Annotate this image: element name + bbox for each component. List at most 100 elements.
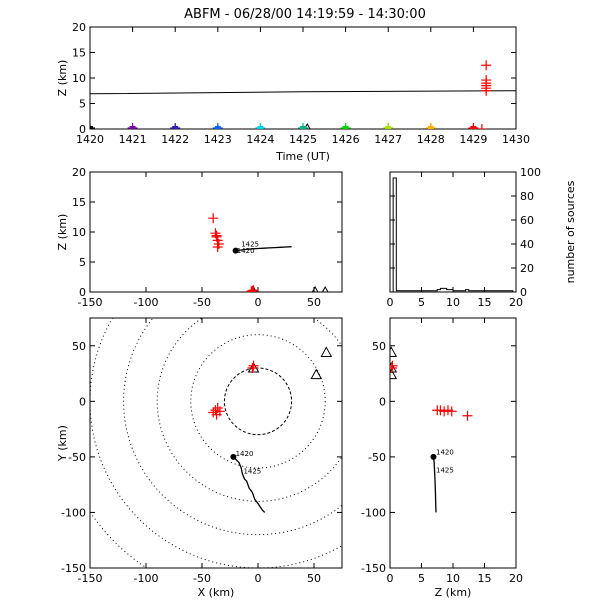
plan_view-panel: -150 -100 -50 0 50 -150 -100 -50 0 50 X (km) Y (km)…: [56, 317, 343, 599]
zy_view-xtick-label: 20: [509, 572, 523, 585]
time_height-ytick-label: 20: [72, 21, 86, 34]
time_height-xtick-label: 1424: [246, 133, 274, 146]
time_height-frame: [89, 26, 517, 130]
time_height-xtick-label: 1429: [459, 133, 487, 146]
altitude_histogram-xtick-label: 20: [509, 296, 523, 309]
time_height-xtick-label: 1430: [502, 133, 530, 146]
plan_view-ytick-label: 0: [79, 395, 86, 408]
zy_view-panel: 0 5 10 15 20 -150 -100 -50 0 50 Z (km) 1420 1425: [361, 317, 523, 599]
xz_view-ylabel: Z (km): [56, 214, 69, 251]
xz_view-xtick-label: 0: [255, 296, 262, 309]
plan_view-station-marker: [310, 368, 323, 380]
xz_view-source-marker: [211, 230, 222, 241]
altitude_histogram-xtick-label: 0: [387, 296, 394, 309]
xz_view-ytick-label: 10: [72, 226, 86, 239]
altitude_histogram-ytick-label: 0: [520, 286, 527, 299]
zy_view-annotation: 1420: [436, 449, 454, 457]
xz_view-source-marker: [248, 285, 259, 292]
xz_view-track-point: [232, 247, 239, 254]
time_height-xtick-label: 1428: [417, 133, 445, 146]
time_height-ytick-label: 0: [79, 123, 86, 136]
plan_view-ytick-label: -150: [61, 562, 86, 575]
time_height-plot-area: [90, 60, 516, 129]
time_height-ytick-label: 15: [72, 47, 86, 60]
time_height-xtick-label: 1427: [374, 133, 402, 146]
altitude_histogram-ytick-label: 40: [520, 238, 534, 251]
plan_view-source-marker: [248, 360, 259, 371]
time_height-time-marker-dot: [300, 126, 306, 129]
altitude_histogram-ylabel: number of sources: [564, 180, 577, 283]
plan_view-track-point: [230, 453, 237, 460]
time_height-xtick-label: 1422: [161, 133, 189, 146]
plan_view-source-marker: [247, 363, 258, 373]
zy_view-annotation: 1425: [436, 466, 454, 474]
zy_view-track-point: [430, 453, 437, 460]
zy_view-frame: [389, 317, 517, 569]
zy_view-xlabel: Z (km): [435, 586, 472, 599]
time_height-time-marker-dot: [470, 126, 477, 129]
time_height-time-marker-dot: [214, 126, 221, 129]
time_height-xtick-label: 1425: [289, 133, 317, 146]
xz_view-source-marker: [246, 286, 257, 292]
time_height-source-marker: [481, 85, 492, 96]
time_height-time-marker-dot: [342, 126, 349, 129]
figure-title: ABFM - 06/28/00 14:19:59 - 14:30:00: [184, 7, 426, 22]
time_height-time-marker-dot: [90, 126, 93, 129]
range-ring: [190, 334, 326, 469]
zy_view-source-marker: [390, 360, 398, 371]
time_height-xlabel: Time (UT): [275, 150, 330, 163]
plan_view-annotation: 1420: [236, 450, 254, 458]
xz_view-ytick-label: 0: [79, 286, 86, 299]
time_height-ytick-label: 5: [79, 98, 86, 111]
zy_view-track: [432, 456, 437, 513]
range-ring: [90, 510, 148, 568]
altitude_histogram-bars: [390, 177, 516, 293]
plan_view-xlabel: X (km): [198, 586, 235, 599]
time_height-time-marker-dot: [172, 126, 179, 129]
time_height-xtick-label: 1426: [332, 133, 360, 146]
time_height-source-marker: [476, 124, 487, 129]
time_height-line: [90, 90, 516, 95]
xz_view-ytick-label: 5: [79, 256, 86, 269]
plan_view-ylabel: Y (km): [56, 425, 69, 462]
range-ring: [123, 318, 342, 536]
plan_view-frame: [89, 317, 343, 569]
time_height-ylabel: Z (km): [56, 60, 69, 97]
time_height-time-marker-dot: [427, 126, 434, 129]
altitude_histogram-ytick-label: 20: [520, 262, 534, 275]
zy_view-station-marker: [390, 368, 398, 380]
zy_view-ytick-label: -50: [368, 451, 386, 464]
plan_view-track: [232, 456, 266, 513]
xz_view-source-marker: [208, 213, 219, 224]
time_height-time-marker-dot: [129, 126, 136, 129]
altitude_histogram-frame: [389, 171, 517, 293]
xz_view-annotation: 1425: [241, 240, 259, 248]
altitude_histogram-xtick-label: 15: [478, 296, 492, 309]
zy_view-plot-area: [390, 346, 473, 513]
plan_view-source-marker: [210, 405, 221, 416]
plan_view-ytick-label: -100: [61, 506, 86, 519]
time_height-time-marker-dot: [385, 126, 392, 129]
altitude_histogram-xtick-label: 5: [418, 296, 425, 309]
xz_view-ytick-label: 15: [72, 196, 86, 209]
xz_view-source-marker: [212, 242, 223, 252]
xz_view-xtick-label: 50: [307, 296, 321, 309]
zy_view-ytick-label: -100: [361, 506, 386, 519]
zy_view-xtick-label: 5: [418, 572, 425, 585]
xz_view-annotation: 1420: [237, 247, 255, 255]
plan_view-xtick-label: -150: [78, 572, 103, 585]
zy_view-ytick-label: 0: [379, 395, 386, 408]
time_height-ytick-label: 10: [72, 72, 86, 85]
plan_view-xtick-label: -50: [193, 572, 211, 585]
zy_view-station-marker: [390, 346, 398, 357]
range-ring: [223, 367, 293, 436]
time_height-panel: 1420 1421 1422 1423 1424 1425 1426 1427 1428 1429…: [56, 21, 530, 163]
zy_view-ytick-label: -150: [361, 562, 386, 575]
xz_view-plot-area: [208, 213, 329, 292]
time_height-time-marker-dot: [257, 126, 264, 129]
plan_view-xtick-label: 50: [307, 572, 321, 585]
xz_view-xtick-label: -150: [78, 296, 103, 309]
